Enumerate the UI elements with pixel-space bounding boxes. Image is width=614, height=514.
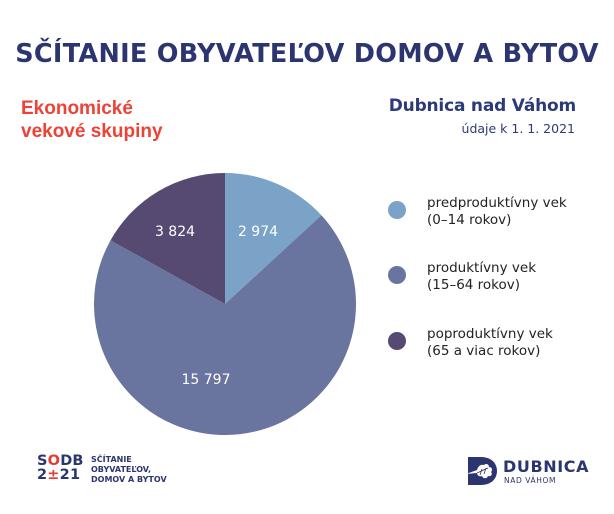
legend-label-line1: produktívny vek <box>427 260 537 276</box>
dubnica-logo-name: DUBNICA <box>503 457 590 476</box>
data-date: údaje k 1. 1. 2021 <box>461 121 575 136</box>
page-title: SČÍTANIE OBYVATEĽOV DOMOV A BYTOV <box>15 39 599 69</box>
pie-slices <box>94 173 357 436</box>
subtitle-line-1: Ekonomické <box>21 98 133 119</box>
sodb-letter-red: O <box>47 453 61 469</box>
sodb-text-line: OBYVATEĽOV, <box>91 465 151 474</box>
sodb-text-line: SČÍTANIE <box>91 455 132 464</box>
legend-label-line2: (15–64 rokov) <box>427 277 521 293</box>
legend-label: poproduktívny vek (65 a viac rokov) <box>427 326 553 360</box>
sodb-logo-line2: 2±21 <box>37 467 84 483</box>
sodb-text-line: DOMOV A BYTOV <box>91 475 167 484</box>
sodb-plusminus-icon: ± <box>47 467 60 483</box>
legend-label-line1: predproduktívny vek <box>427 195 567 211</box>
dubnica-logo-sub: NAD VÁHOM <box>504 476 557 485</box>
sodb-logo: SODB 2±21 <box>37 453 84 483</box>
sodb-letter: S <box>37 453 48 469</box>
legend-item-produktivny: produktívny vek (15–64 rokov) <box>388 260 536 294</box>
legend-label: predproduktívny vek (0–14 rokov) <box>427 195 567 229</box>
slice-label-poproduktivny: 3 824 <box>155 224 195 240</box>
chart-subtitle: Ekonomické vekové skupiny <box>21 97 163 143</box>
legend-item-predproduktivny: predproduktívny vek (0–14 rokov) <box>388 195 567 229</box>
legend-dot-icon <box>388 266 406 284</box>
pie-slice-produktivny <box>94 215 357 436</box>
subtitle-line-2: vekové skupiny <box>21 121 163 142</box>
pie-slice-poproduktivny <box>110 173 225 304</box>
sodb-digit: 2 <box>37 467 48 483</box>
legend-dot-icon <box>388 332 406 350</box>
sodb-letter: DB <box>60 453 84 469</box>
legend-label-line1: poproduktívny vek <box>427 326 553 342</box>
pie-slice-predproduktivny <box>225 173 322 304</box>
oak-leaf-d-icon <box>466 457 497 485</box>
sodb-digit: 21 <box>59 467 81 483</box>
region-name: Dubnica nad Váhom <box>388 96 576 116</box>
legend-dot-icon <box>388 201 406 219</box>
legend-label: produktívny vek (15–64 rokov) <box>427 260 536 294</box>
legend-label-line2: (65 a viac rokov) <box>427 343 541 359</box>
sodb-logo-text: SČÍTANIE OBYVATEĽOV, DOMOV A BYTOV <box>91 455 167 485</box>
legend-item-poproduktivny: poproduktívny vek (65 a viac rokov) <box>388 326 553 360</box>
legend-label-line2: (0–14 rokov) <box>427 212 512 228</box>
sodb-logo-line1: SODB <box>37 453 84 469</box>
slice-label-predproduktivny: 2 974 <box>238 224 278 240</box>
slice-label-produktivny: 15 797 <box>182 372 231 388</box>
